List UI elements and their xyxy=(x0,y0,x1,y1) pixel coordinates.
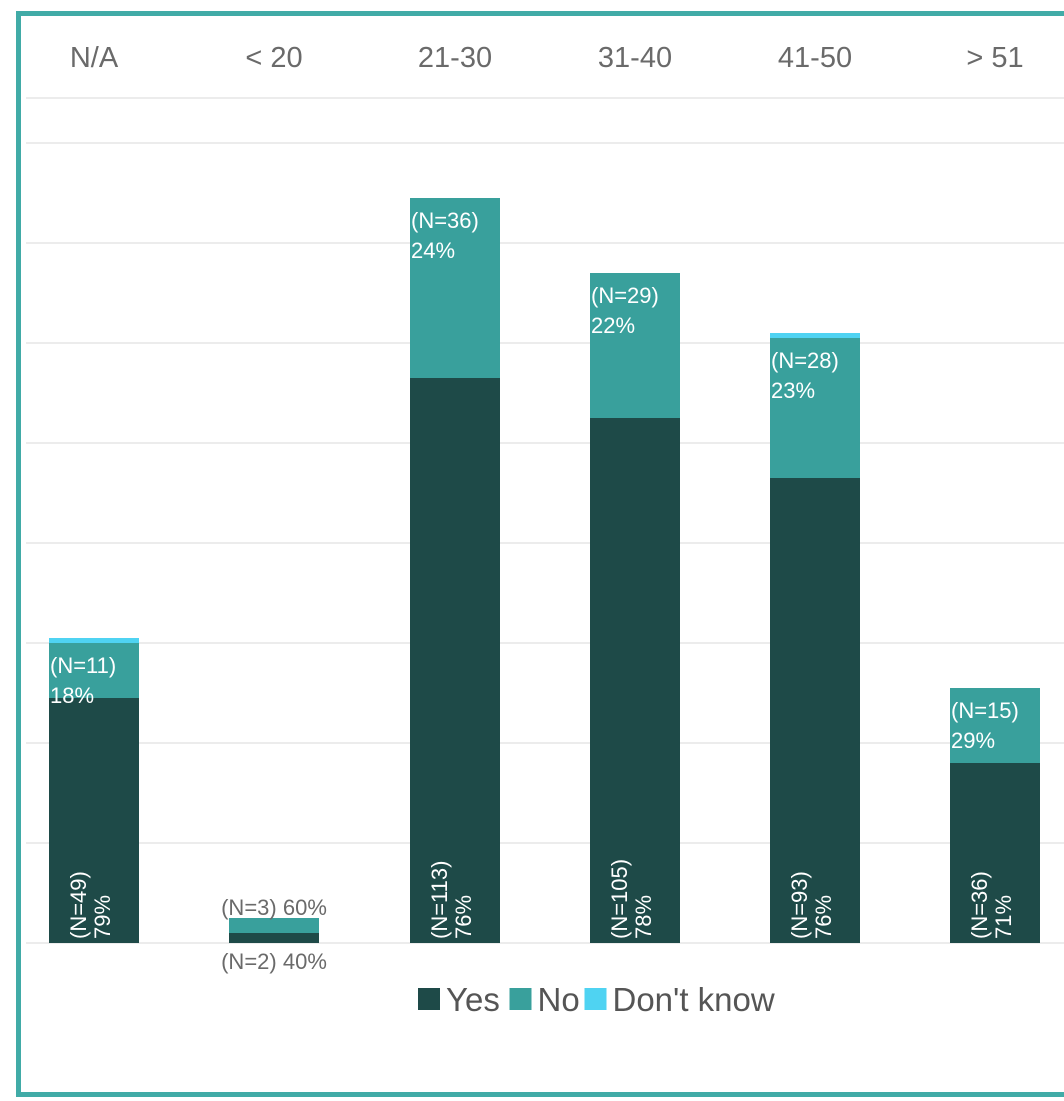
chart-frame xyxy=(16,11,1064,1097)
category-label: N/A xyxy=(70,42,119,74)
data-label-yes: (N=93)76% xyxy=(787,871,836,939)
category-label: < 20 xyxy=(245,42,302,74)
data-label-yes: (N=49)79% xyxy=(66,871,115,939)
bar-yes xyxy=(590,418,680,943)
bar-don-t-know xyxy=(770,333,860,338)
category-label: 31-40 xyxy=(598,42,672,74)
bar-yes xyxy=(410,378,500,943)
data-label-yes: (N=2) 40% xyxy=(221,949,327,974)
bar-no xyxy=(49,643,139,698)
legend-label: Yes xyxy=(446,981,500,1018)
bar-yes xyxy=(229,933,319,943)
legend-label: Don't know xyxy=(613,981,775,1018)
legend-swatch xyxy=(418,988,440,1010)
legend-label: No xyxy=(538,981,580,1018)
bar-no xyxy=(229,918,319,933)
bar-yes xyxy=(950,763,1040,943)
data-label-no: (N=28) 23% xyxy=(771,348,839,403)
legend-swatch xyxy=(509,988,532,1010)
bar-yes xyxy=(49,698,139,943)
bar-no xyxy=(950,688,1040,763)
data-label-no: (N=29) 22% xyxy=(591,283,659,338)
data-label-yes: (N=105)78% xyxy=(607,859,656,939)
data-label-no: (N=36) 24% xyxy=(411,208,479,263)
bar-don-t-know xyxy=(49,638,139,643)
bar-yes xyxy=(770,478,860,943)
category-label: 21-30 xyxy=(418,42,492,74)
legend-swatch xyxy=(584,988,607,1010)
data-label-yes: (N=36)71% xyxy=(967,871,1016,939)
data-label-no: (N=11) 18% xyxy=(50,653,116,708)
bar-no xyxy=(590,273,680,418)
data-label-no: (N=15) 29% xyxy=(951,698,1019,753)
category-label: > 51 xyxy=(966,42,1023,74)
data-label-yes: (N=113)76% xyxy=(427,861,476,939)
category-label: 41-50 xyxy=(778,42,852,74)
bar-no xyxy=(770,338,860,478)
data-label-no: (N=3) 60% xyxy=(221,895,327,920)
bar-no xyxy=(410,198,500,378)
